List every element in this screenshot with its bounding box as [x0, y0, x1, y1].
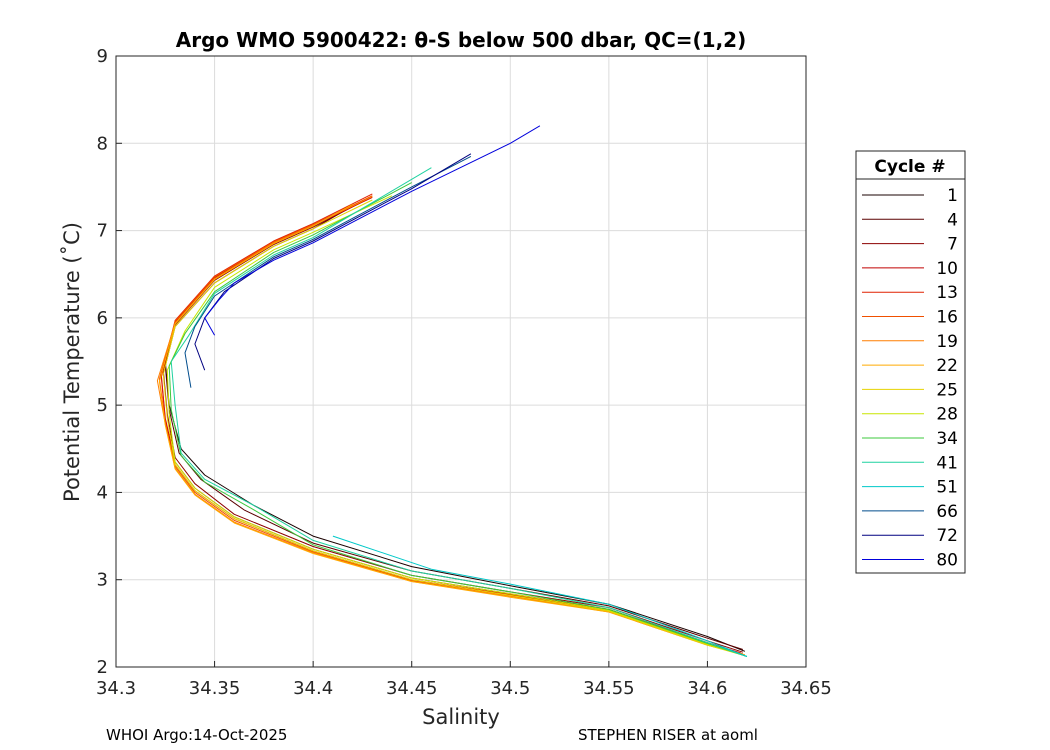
- legend-label-cycle-19: 19: [936, 332, 958, 352]
- legend-label-cycle-16: 16: [936, 308, 958, 328]
- legend-label-cycle-7: 7: [947, 235, 958, 255]
- y-tick-label: 9: [97, 46, 108, 67]
- x-tick-label: 34.55: [583, 678, 635, 699]
- legend-label-cycle-1: 1: [947, 186, 958, 206]
- series-lines: [156, 125, 748, 657]
- plot-area-frame: [115, 55, 807, 668]
- legend-label-cycle-66: 66: [936, 502, 958, 522]
- x-tick-label: 34.6: [687, 678, 727, 699]
- x-tick-label: 34.5: [490, 678, 530, 699]
- x-tick-label: 34.45: [386, 678, 438, 699]
- series-line-cycle-51: [332, 535, 748, 657]
- legend-label-cycle-25: 25: [936, 380, 958, 400]
- legend: Cycle # 1 4 7 10 13 16 19 22 25 28 34 41 51 66 72 80: [855, 150, 966, 574]
- legend-label-cycle-34: 34: [936, 429, 958, 449]
- x-tick-labels: 34.3 34.35 34.4 34.45 34.5 34.55 34.6 34.65: [96, 678, 832, 699]
- series-line-cycle-25: [162, 199, 746, 657]
- x-axis-label: Salinity: [422, 705, 500, 729]
- x-tick-label: 34.35: [189, 678, 241, 699]
- footer-left: WHOI Argo:14-Oct-2025: [106, 726, 287, 744]
- series-line-cycle-66: [184, 155, 472, 388]
- x-tick-label: 34.3: [96, 678, 136, 699]
- x-tick-label: 34.4: [293, 678, 333, 699]
- series-line-cycle-80: [204, 125, 541, 336]
- y-tick-label: 5: [97, 395, 108, 416]
- legend-label-cycle-13: 13: [936, 283, 958, 303]
- y-tick-label: 2: [97, 657, 108, 678]
- legend-label-cycle-22: 22: [936, 356, 958, 376]
- y-axis-label: Potential Temperature (˚C): [60, 222, 84, 502]
- y-tick-label: 3: [97, 570, 108, 591]
- y-tick-label: 4: [97, 482, 108, 503]
- y-tick-label: 8: [97, 133, 108, 154]
- grid: [115, 55, 807, 668]
- series-line-cycle-28: [166, 195, 746, 657]
- series-line-cycle-41: [170, 167, 748, 657]
- series-line-cycle-22: [158, 203, 746, 656]
- y-tick-label: 7: [97, 221, 108, 242]
- footer-right: STEPHEN RISER at aoml: [578, 726, 758, 744]
- legend-entries: 1 4 7 10 13 16 19 22 25 28 34 41 51 66 72 80: [862, 186, 958, 571]
- legend-box: [855, 150, 966, 574]
- legend-label-cycle-10: 10: [936, 259, 958, 279]
- legend-title: Cycle #: [874, 157, 945, 177]
- y-tick-label: 6: [97, 308, 108, 329]
- series-line-cycle-72: [194, 153, 472, 371]
- series-line-cycle-13: [160, 193, 742, 655]
- y-tick-labels: 2 3 4 5 6 7 8 9: [97, 46, 108, 678]
- legend-label-cycle-51: 51: [936, 478, 958, 498]
- x-tick-label: 34.65: [780, 678, 832, 699]
- legend-label-cycle-4: 4: [947, 210, 958, 230]
- legend-label-cycle-41: 41: [936, 453, 958, 473]
- series-line-cycle-34: [168, 182, 748, 657]
- series-line-cycle-7: [162, 201, 744, 653]
- legend-label-cycle-80: 80: [936, 551, 958, 571]
- chart-title: Argo WMO 5900422: θ-S below 500 dbar, QC…: [176, 28, 746, 52]
- legend-label-cycle-72: 72: [936, 526, 958, 546]
- legend-label-cycle-28: 28: [936, 405, 958, 425]
